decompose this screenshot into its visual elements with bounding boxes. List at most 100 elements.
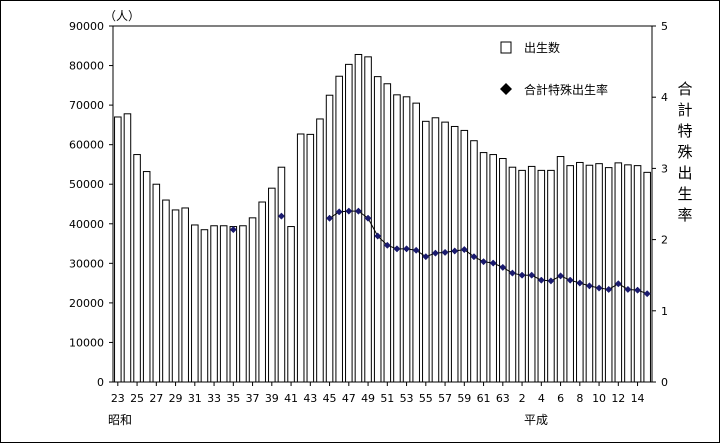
right-axis-label-char: 殊: [677, 143, 692, 161]
bar: [248, 217, 257, 383]
bar: [633, 165, 642, 383]
x-tick-label: 10: [592, 392, 606, 405]
x-tick-label: 14: [631, 392, 645, 405]
bar: [547, 169, 555, 383]
rate-point: [229, 226, 237, 234]
x-tick-label: 63: [496, 392, 510, 405]
x-tick-label: 27: [149, 392, 163, 405]
rate-point: [634, 286, 642, 294]
bar: [422, 120, 430, 383]
right-tick-label: 5: [661, 20, 668, 33]
bar: [306, 133, 315, 383]
legend-line-label: 合計特殊出生率: [524, 82, 608, 97]
bar: [470, 140, 478, 383]
x-tick-label: 25: [130, 392, 144, 405]
legend: 出生数 合計特殊出生率: [500, 40, 608, 97]
bar: [576, 161, 584, 383]
right-tick-label: 3: [661, 162, 668, 175]
left-tick-label: 20000: [69, 297, 104, 310]
right-tick-label: 2: [661, 234, 668, 247]
bar-series: [114, 53, 651, 383]
rate-point: [499, 263, 507, 271]
left-tick-label: 90000: [69, 20, 104, 33]
bar: [133, 154, 141, 383]
x-tick-label: 33: [207, 392, 221, 405]
bar: [556, 156, 565, 383]
bar: [643, 171, 651, 383]
x-tick-label: 2: [519, 392, 526, 405]
x-tick-label: 6: [557, 392, 564, 405]
rate-point: [383, 241, 391, 249]
right-tick-label: 1: [661, 305, 668, 318]
bar: [335, 75, 343, 383]
bar: [325, 94, 334, 383]
bar: [412, 102, 420, 383]
bar: [402, 96, 411, 383]
bar: [614, 162, 623, 383]
legend-bar-swatch: [500, 41, 512, 54]
right-tick-label: 0: [661, 376, 668, 389]
bar: [345, 63, 353, 383]
left-tick-label: 50000: [69, 178, 104, 191]
rate-point: [595, 284, 603, 292]
era-label-heisei: 平成: [524, 413, 548, 427]
left-tick-label: 70000: [69, 99, 104, 112]
x-tick-label: 61: [477, 392, 491, 405]
bar: [604, 167, 613, 383]
rate-point: [489, 259, 497, 267]
rate-point: [374, 232, 382, 240]
rate-point: [354, 207, 362, 215]
bar: [393, 94, 401, 383]
bar: [537, 169, 546, 383]
bar: [142, 171, 151, 383]
bar: [585, 164, 594, 383]
rate-point: [326, 214, 334, 222]
rate-point: [605, 285, 613, 293]
x-tick-label: 59: [457, 392, 471, 405]
bar: [268, 187, 276, 383]
x-tick-label: 57: [438, 392, 452, 405]
left-tick-label: 10000: [69, 336, 104, 349]
rate-point: [643, 290, 651, 298]
rate-point: [470, 253, 478, 261]
x-tick-label: 41: [284, 392, 298, 405]
rate-point: [345, 207, 353, 215]
rate-point: [460, 246, 468, 254]
bar: [316, 118, 324, 383]
bar: [191, 224, 199, 383]
legend-bar-label: 出生数: [524, 40, 560, 55]
x-tick-label: 37: [246, 392, 260, 405]
bar: [219, 225, 228, 383]
rate-point: [403, 245, 411, 253]
x-tick-label: 39: [265, 392, 279, 405]
right-axis-label-char: 特: [677, 122, 692, 140]
x-tick-label: 49: [361, 392, 375, 405]
rate-point: [480, 258, 488, 266]
bar: [152, 183, 161, 383]
rate-point: [335, 208, 343, 216]
bar: [296, 133, 305, 383]
bar: [181, 207, 189, 383]
right-axis-label-char: 率: [677, 206, 692, 224]
rate-point: [422, 253, 430, 261]
bar: [258, 201, 266, 383]
rate-point: [441, 248, 449, 256]
x-tick-label: 29: [169, 392, 183, 405]
left-tick-label: 80000: [69, 60, 104, 73]
bar: [210, 225, 218, 383]
rate-point: [576, 279, 584, 287]
bar: [229, 226, 238, 383]
rate-point: [547, 277, 555, 285]
x-tick-label: 47: [342, 392, 356, 405]
rate-point: [528, 271, 536, 279]
x-tick-label: 45: [323, 392, 337, 405]
axis-ticks: 0 10000 20000 30000 40000 50000 60000 70000 8000…: [69, 20, 668, 405]
axes: [112, 25, 653, 383]
left-tick-label: 0: [97, 376, 104, 389]
x-tick-label: 12: [611, 392, 625, 405]
right-axis-label-char: 生: [677, 185, 692, 203]
rate-point: [624, 285, 632, 293]
x-tick-label: 35: [226, 392, 240, 405]
rate-point: [393, 245, 401, 253]
